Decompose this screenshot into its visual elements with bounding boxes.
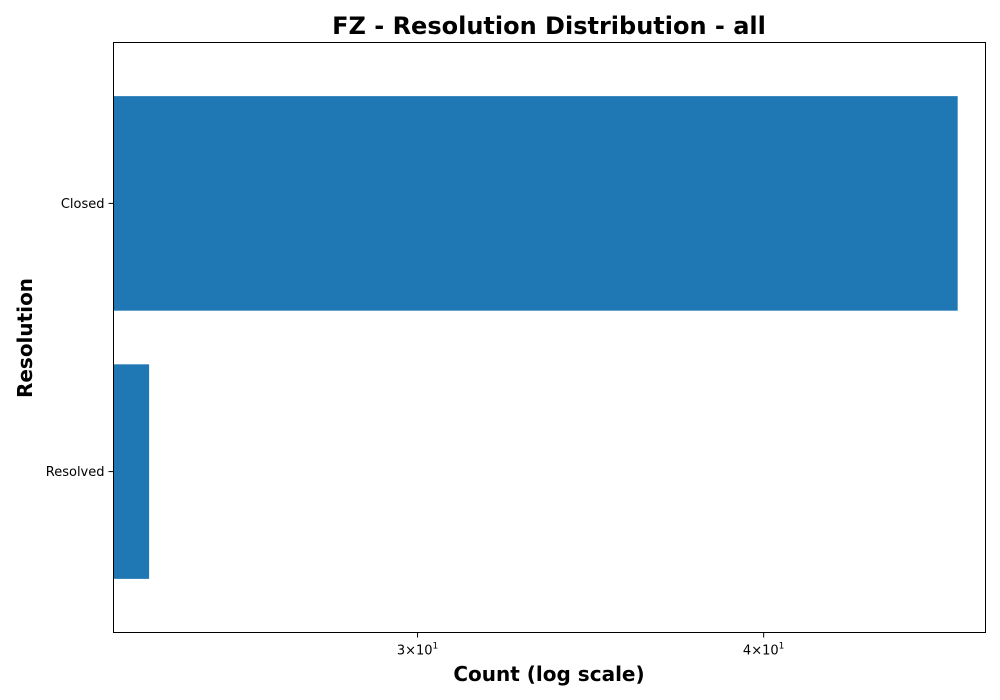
y-axis-label: Resolution: [13, 278, 37, 398]
bar-resolved: [113, 364, 150, 579]
x-tick-label: 3×101: [397, 642, 438, 659]
chart-title: FZ - Resolution Distribution - all: [332, 12, 766, 40]
y-axis-ticks: Closed Resolved: [46, 197, 114, 480]
bar-closed: [113, 96, 958, 311]
x-tick-label: 4×101: [743, 642, 784, 659]
x-axis-label: Count (log scale): [453, 662, 644, 686]
y-tick-label: Resolved: [46, 465, 105, 480]
bars-group: [113, 96, 958, 579]
y-tick-label: Closed: [61, 197, 105, 212]
plot-frame: [113, 42, 986, 633]
x-axis-ticks: 3×101 4×101: [397, 632, 784, 659]
